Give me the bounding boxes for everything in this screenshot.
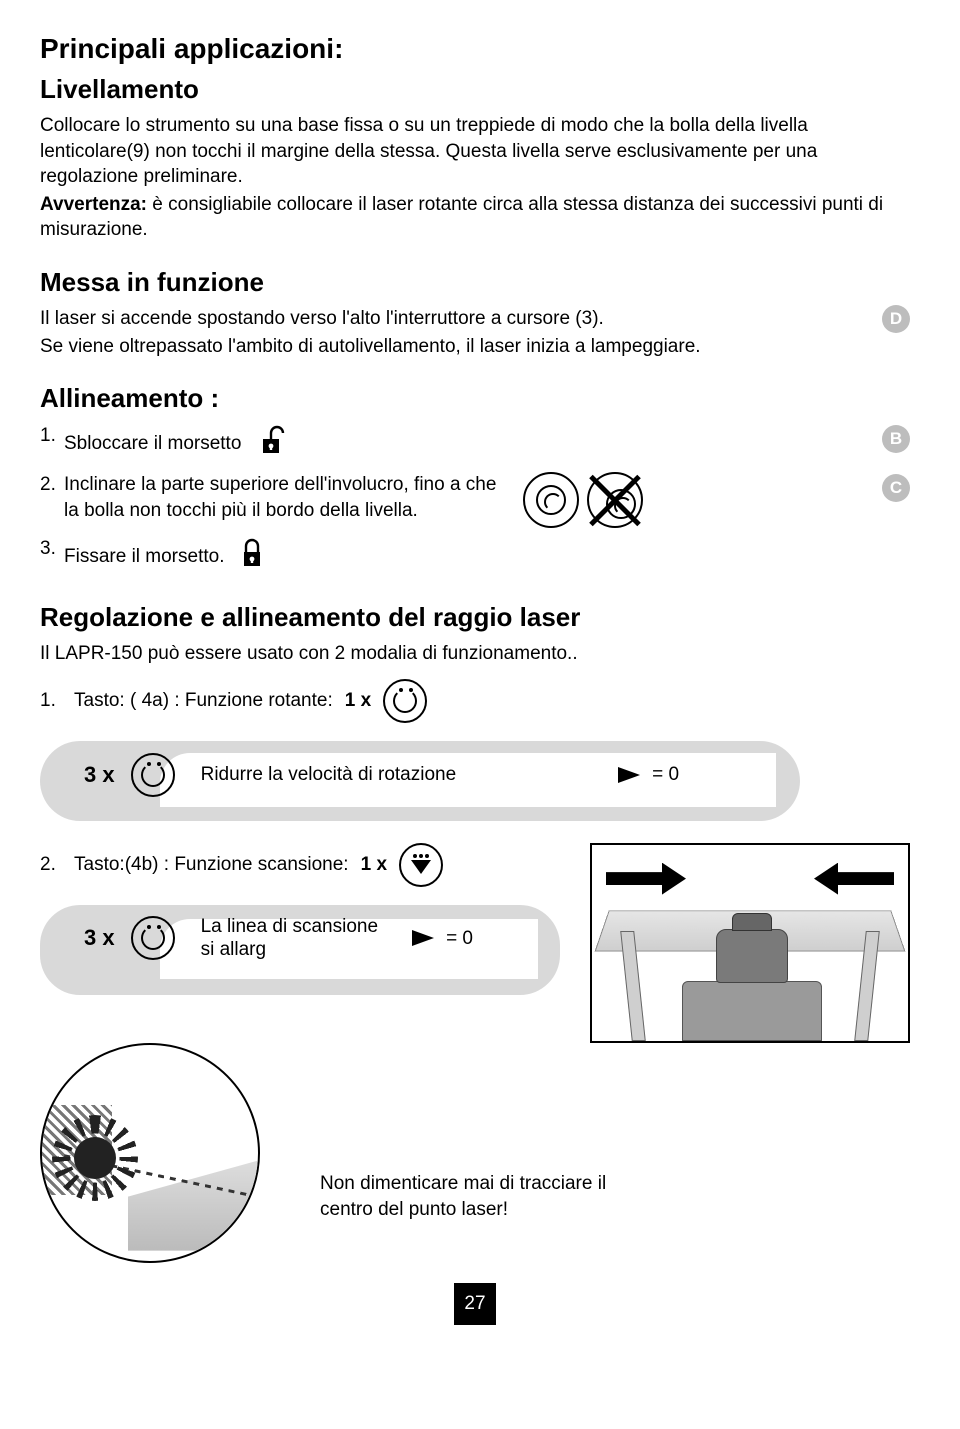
step-3: 3. Fissare il morsetto. — [40, 536, 910, 578]
step-num: 3. — [40, 536, 64, 562]
loop-text: Ridurre la velocità di rotazione — [201, 762, 457, 788]
device-cap — [732, 913, 772, 931]
rotate-button-icon — [131, 916, 175, 960]
step-2: 2. Inclinare la parte superiore dell'inv… — [40, 472, 910, 528]
mode-1-line: 1. Tasto: ( 4a) : Funzione rotante: 1 x — [40, 679, 910, 723]
bottom-row: Non dimenticare mai di tracciare il cent… — [40, 1043, 910, 1263]
step-text: Inclinare la parte superiore dell'involu… — [64, 472, 850, 528]
section-messa: Messa in funzione Il laser si accende sp… — [40, 265, 910, 359]
loop-text: La linea di scansione si allarg — [201, 915, 378, 963]
step-text: Sbloccare il morsetto — [64, 423, 850, 465]
loop-text-l2: si allarg — [201, 939, 266, 960]
loop-content: 3 x Ridurre la velocità di rotazione = 0 — [84, 753, 679, 797]
subheading: Il LAPR-150 può essere usato con 2 modal… — [40, 641, 910, 667]
avvertenza-line: Avvertenza: è consigliabile collocare il… — [40, 192, 910, 243]
mode-2-block: 2. Tasto:(4b) : Funzione scansione: 1 x … — [40, 843, 910, 1043]
padlock-open-icon — [257, 423, 287, 465]
step-num: 1. — [40, 423, 64, 449]
heading-regolazione: Regolazione e allineamento del raggio la… — [40, 600, 910, 635]
badge-b: B — [882, 425, 910, 453]
step-num: 2. — [40, 472, 64, 498]
badge-d: D — [882, 305, 910, 333]
step-label: Inclinare la parte superiore dell'involu… — [64, 472, 504, 523]
avvertenza-label: Avvertenza: — [40, 194, 147, 215]
section-regolazione: Regolazione e allineamento del raggio la… — [40, 600, 910, 1043]
arrow-right-icon — [618, 767, 640, 783]
step-label: Fissare il morsetto. — [64, 546, 224, 567]
eq-text: = 0 — [446, 926, 473, 952]
rotate-button-icon — [131, 753, 175, 797]
press-count: 1 x — [361, 852, 387, 878]
press-count: 3 x — [84, 923, 115, 953]
heading-allineamento: Allineamento : — [40, 381, 910, 416]
step-label: Sbloccare il morsetto — [64, 432, 241, 453]
page-title: Principali applicazioni: — [40, 30, 910, 68]
note-text: Non dimenticare mai di tracciare il cent… — [320, 1171, 650, 1222]
avvertenza-text: è consigliabile collocare il laser rotan… — [40, 194, 883, 241]
device-body — [682, 981, 822, 1041]
scan-button-icon — [399, 843, 443, 887]
padlock-closed-icon — [240, 536, 264, 578]
device-illustration — [590, 843, 910, 1043]
laser-point-illustration — [40, 1043, 260, 1263]
arrow-inward-icon — [606, 863, 686, 895]
mode-2-left: 2. Tasto:(4b) : Funzione scansione: 1 x … — [40, 843, 560, 1017]
badge-c: C — [882, 474, 910, 502]
mode-num: 1. — [40, 688, 62, 714]
mode-2-line: 2. Tasto:(4b) : Funzione scansione: 1 x — [40, 843, 560, 887]
eq-text: = 0 — [652, 762, 679, 788]
loop-2: 3 x La linea di scansione si allarg = 0 — [40, 905, 560, 999]
arrow-right-icon — [412, 930, 434, 946]
paragraph: Il laser si accende spostando verso l'al… — [40, 306, 850, 332]
mode-num: 2. — [40, 852, 62, 878]
step-text: Fissare il morsetto. — [64, 536, 850, 578]
eq-zero: = 0 — [618, 762, 679, 788]
paragraph: Se viene oltrepassato l'ambito di autoli… — [40, 334, 850, 360]
mode-text: Tasto: ( 4a) : Funzione rotante: — [74, 688, 333, 714]
step-1: 1. Sbloccare il morsetto B — [40, 423, 910, 465]
heading-livellamento: Livellamento — [40, 72, 910, 107]
bubble-icons — [523, 472, 643, 528]
bubble-ok-icon — [523, 472, 579, 528]
page-number: 27 — [454, 1283, 496, 1325]
section-livellamento: Livellamento Collocare lo strumento su u… — [40, 72, 910, 243]
device-head — [716, 929, 788, 983]
heading-messa: Messa in funzione — [40, 265, 850, 300]
eq-zero: = 0 — [412, 926, 473, 952]
laser-point-icon — [74, 1137, 116, 1179]
loop-1: 3 x Ridurre la velocità di rotazione = 0 — [40, 741, 910, 825]
paragraph: Collocare lo strumento su una base fissa… — [40, 113, 910, 190]
rotate-button-icon — [383, 679, 427, 723]
arrow-inward-icon — [814, 863, 894, 895]
section-allineamento: Allineamento : 1. Sbloccare il morsetto … — [40, 381, 910, 577]
press-count: 1 x — [345, 688, 371, 714]
press-count: 3 x — [84, 760, 115, 790]
loop-text-l1: La linea di scansione — [201, 916, 378, 937]
mode-text: Tasto:(4b) : Funzione scansione: — [74, 852, 349, 878]
bubble-crossed-icon — [587, 472, 643, 528]
loop-content: 3 x La linea di scansione si allarg = 0 — [84, 915, 473, 963]
